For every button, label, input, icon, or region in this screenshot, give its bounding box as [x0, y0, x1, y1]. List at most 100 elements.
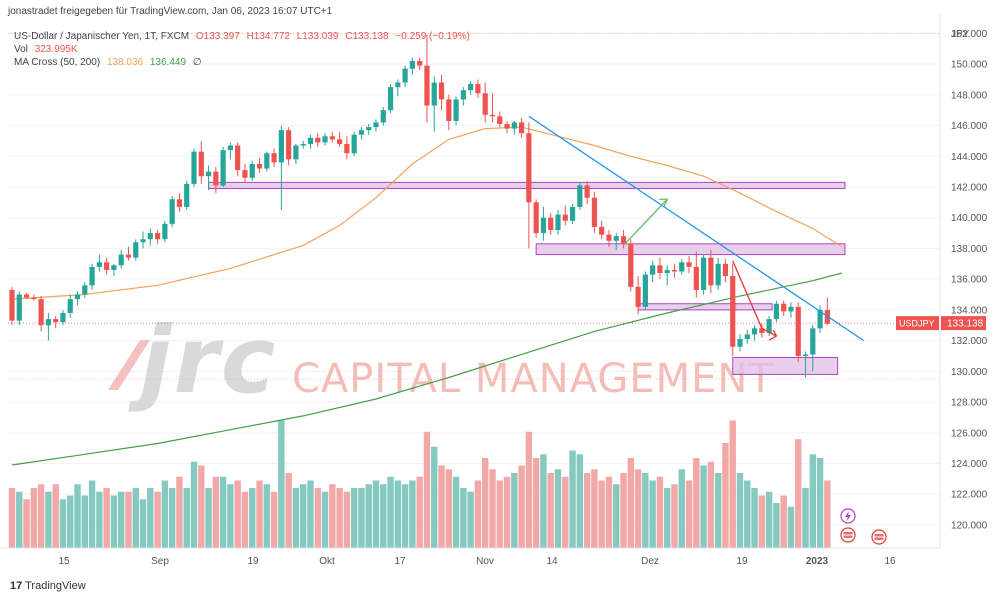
candle — [125, 246, 132, 261]
candle — [395, 79, 401, 97]
candle — [751, 325, 758, 341]
volume-bar — [81, 495, 88, 548]
symbol-name[interactable]: US-Dollar / Japanischer Yen, 1T, FXCM — [14, 31, 190, 42]
candle — [679, 259, 685, 275]
candle — [482, 82, 488, 123]
candle-body — [9, 289, 15, 321]
candle-body — [111, 265, 117, 270]
candle — [198, 140, 204, 184]
volume-bar — [773, 503, 780, 548]
candle-body — [475, 84, 481, 94]
candle — [475, 79, 481, 98]
candle — [628, 239, 634, 292]
candle — [184, 180, 190, 211]
candle — [387, 84, 394, 114]
candle-body — [31, 297, 37, 300]
volume-bar — [336, 488, 343, 548]
ma-label[interactable]: MA Cross (50, 200) — [14, 57, 101, 68]
candle-body — [380, 110, 386, 123]
x-tick-label: Dez — [641, 556, 659, 567]
volume-bar — [67, 495, 74, 548]
x-tick-label: 19 — [736, 556, 748, 567]
volume-bar — [736, 473, 744, 548]
volume-bar — [270, 491, 278, 548]
close-value: C133.138 — [345, 31, 389, 42]
candle — [577, 182, 583, 211]
candle-body — [300, 143, 306, 146]
candle — [533, 199, 539, 238]
candle — [278, 125, 284, 211]
candle-body — [620, 236, 627, 244]
volume-bar — [685, 480, 693, 548]
x-tick-label: 16 — [884, 556, 896, 567]
candle — [795, 302, 801, 363]
candle-body — [373, 122, 379, 128]
candle-body — [366, 127, 372, 131]
volume-bar — [649, 480, 656, 548]
candle — [642, 271, 648, 310]
candle — [96, 254, 102, 272]
y-tick-label: 136.000 — [951, 275, 988, 286]
volume-bar — [161, 480, 169, 548]
volume-value: 323.995K — [34, 44, 78, 55]
volume-bar — [314, 488, 321, 548]
watermark-logo: jrc — [128, 307, 277, 414]
y-tick-label: 132.000 — [951, 336, 988, 347]
volume-bar — [59, 499, 67, 548]
volume-bar — [234, 480, 241, 548]
candle-body — [307, 137, 314, 144]
ma-extra-icon[interactable]: ∅ — [192, 57, 202, 68]
candle — [344, 136, 350, 160]
candle-body — [606, 234, 612, 241]
volume-bar — [467, 491, 474, 548]
y-tick-label: 152.000 — [951, 29, 988, 40]
open-value: O133.397 — [195, 31, 240, 42]
volume-bar — [634, 469, 642, 548]
volume-bar — [103, 488, 110, 548]
volume-bar — [489, 469, 496, 548]
candle-body — [23, 294, 30, 298]
volume-bar — [329, 484, 336, 548]
volume-bar — [227, 484, 234, 548]
volume-bar — [532, 458, 540, 548]
candle — [162, 220, 168, 243]
candle — [38, 296, 44, 332]
volume-bar — [300, 484, 307, 548]
volume-bar — [416, 476, 423, 548]
volume-bar — [365, 484, 372, 548]
candle-body — [795, 306, 801, 356]
tradingview-logo[interactable]: 17 TradingView — [10, 580, 86, 592]
volume-bar — [627, 458, 634, 548]
volume-bar — [205, 488, 212, 548]
volume-bar — [518, 465, 525, 548]
candle — [504, 120, 510, 134]
candle — [460, 87, 466, 106]
candle-body — [453, 99, 459, 121]
candle-body — [446, 99, 452, 121]
candle — [438, 74, 445, 111]
volume-bar — [511, 473, 518, 548]
candle-body — [162, 223, 168, 240]
volume-label[interactable]: Vol — [14, 44, 28, 55]
candle-body — [751, 328, 758, 335]
candle-body — [504, 124, 510, 129]
candle-body — [74, 294, 81, 300]
candle-body — [569, 206, 576, 221]
volume-bar — [37, 484, 45, 548]
candle — [657, 257, 663, 280]
y-tick-label: 148.000 — [951, 90, 988, 101]
candle-body — [737, 339, 743, 347]
volume-bar — [278, 420, 285, 548]
candle-body — [358, 130, 365, 135]
candle-body — [460, 90, 466, 100]
candle — [60, 309, 66, 326]
candle-body — [82, 285, 88, 295]
volume-bar — [525, 431, 533, 548]
volume-bar — [787, 506, 795, 548]
candle-body — [322, 136, 328, 143]
volume-bar — [540, 454, 547, 548]
candle — [446, 94, 452, 131]
currency-label: JPY — [951, 29, 970, 40]
candle — [242, 163, 248, 183]
